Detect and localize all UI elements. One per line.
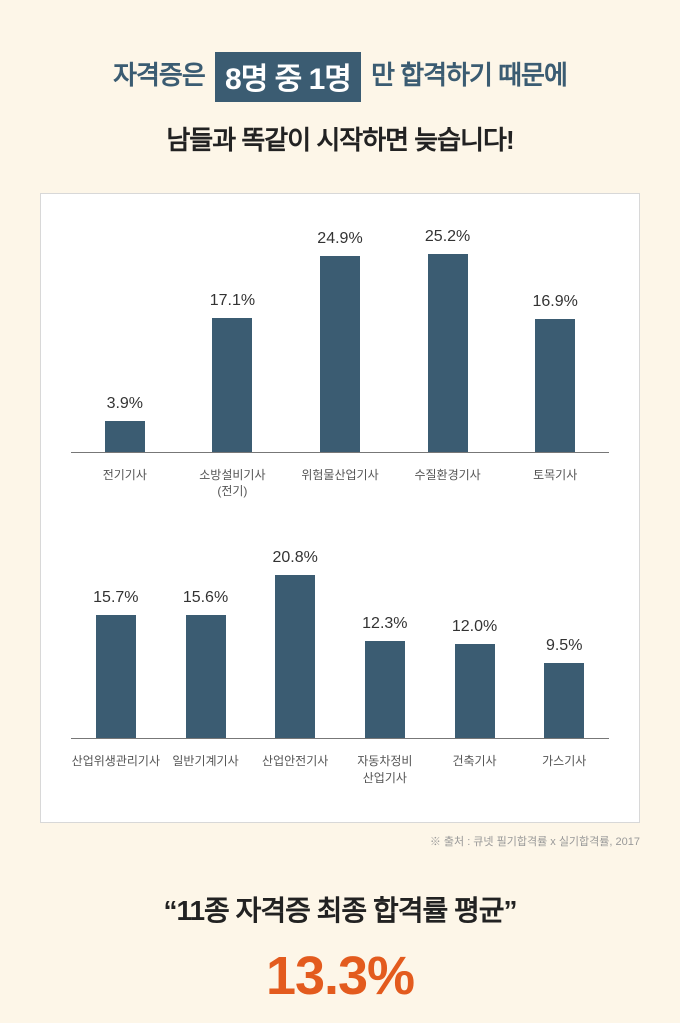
bar-slot: 15.7% [71, 589, 161, 738]
summary-title: “11종 자격증 최종 합격률 평균” [0, 889, 680, 929]
bar-value: 15.6% [183, 589, 228, 607]
bar-value: 9.5% [546, 637, 582, 655]
headline: 자격증은 8명 중 1명 만 합격하기 때문에 남들과 똑같이 시작하면 늦습니… [0, 0, 680, 157]
bar-value: 16.9% [532, 293, 577, 311]
bar-label: 위험물산업기사 [286, 467, 394, 499]
bar [428, 254, 468, 452]
bar [105, 421, 145, 452]
bar-slot: 3.9% [71, 395, 179, 452]
bar [96, 615, 136, 738]
headline-suffix: 만 합격하기 때문에 [371, 60, 567, 90]
bar-label: 건축기사 [430, 753, 520, 785]
bars-row2: 15.7% 15.6% 20.8% 12.3% 12.0% 9.5% [71, 549, 609, 739]
bars-row1: 3.9% 17.1% 24.9% 25.2% 16.9% [71, 228, 609, 453]
bar [186, 615, 226, 738]
bar-slot: 16.9% [501, 293, 609, 452]
source-text: ※ 출처 : 큐넷 필기합격률 x 실기합격률, 2017 [40, 833, 640, 849]
bar-value: 15.7% [93, 589, 138, 607]
chart-card: 3.9% 17.1% 24.9% 25.2% 16.9% 전기기사소방설비기사 (전기)… [40, 193, 640, 823]
bar-slot: 9.5% [519, 637, 609, 738]
bar-label: 산업위생관리기사 [71, 753, 161, 785]
bar [365, 641, 405, 738]
bar-label: 토목기사 [501, 467, 609, 499]
summary-value: 13.3% [0, 945, 680, 1007]
bar [320, 256, 360, 452]
bar-value: 12.0% [452, 618, 497, 636]
bar-value: 12.3% [362, 615, 407, 633]
labels-row2: 산업위생관리기사일반기계기사산업안전기사자동차정비 산업기사건축기사가스기사 [71, 753, 609, 785]
headline-line1: 자격증은 8명 중 1명 만 합격하기 때문에 [0, 52, 680, 102]
bar [275, 575, 315, 738]
bar-label: 소방설비기사 (전기) [179, 467, 287, 499]
bar-slot: 25.2% [394, 228, 502, 452]
headline-line2: 남들과 똑같이 시작하면 늦습니다! [0, 120, 680, 157]
bar-label: 자동차정비 산업기사 [340, 753, 430, 785]
chart-row-1: 3.9% 17.1% 24.9% 25.2% 16.9% 전기기사소방설비기사 (전기)… [71, 228, 609, 499]
bar-slot: 12.3% [340, 615, 430, 738]
bar-label: 가스기사 [519, 753, 609, 785]
bar-value: 3.9% [107, 395, 143, 413]
bar-label: 수질환경기사 [394, 467, 502, 499]
bar [544, 663, 584, 738]
bar-slot: 12.0% [430, 618, 520, 738]
bar-label: 산업안전기사 [250, 753, 340, 785]
bar-slot: 24.9% [286, 230, 394, 452]
headline-prefix: 자격증은 [113, 60, 205, 90]
summary: “11종 자격증 최종 합격률 평균” 13.3% [0, 889, 680, 1007]
bar-slot: 15.6% [161, 589, 251, 738]
bar-value: 17.1% [210, 292, 255, 310]
chart-row-2: 15.7% 15.6% 20.8% 12.3% 12.0% 9.5% 산업위생관리기사일반… [71, 549, 609, 785]
bar-slot: 20.8% [250, 549, 340, 738]
bar-value: 24.9% [317, 230, 362, 248]
bar-label: 일반기계기사 [161, 753, 251, 785]
bar-label: 전기기사 [71, 467, 179, 499]
bar-value: 25.2% [425, 228, 470, 246]
headline-highlight: 8명 중 1명 [215, 52, 361, 102]
bar [212, 318, 252, 452]
bar [455, 644, 495, 738]
bar-slot: 17.1% [179, 292, 287, 452]
bar-value: 20.8% [272, 549, 317, 567]
bar [535, 319, 575, 452]
labels-row1: 전기기사소방설비기사 (전기)위험물산업기사수질환경기사토목기사 [71, 467, 609, 499]
